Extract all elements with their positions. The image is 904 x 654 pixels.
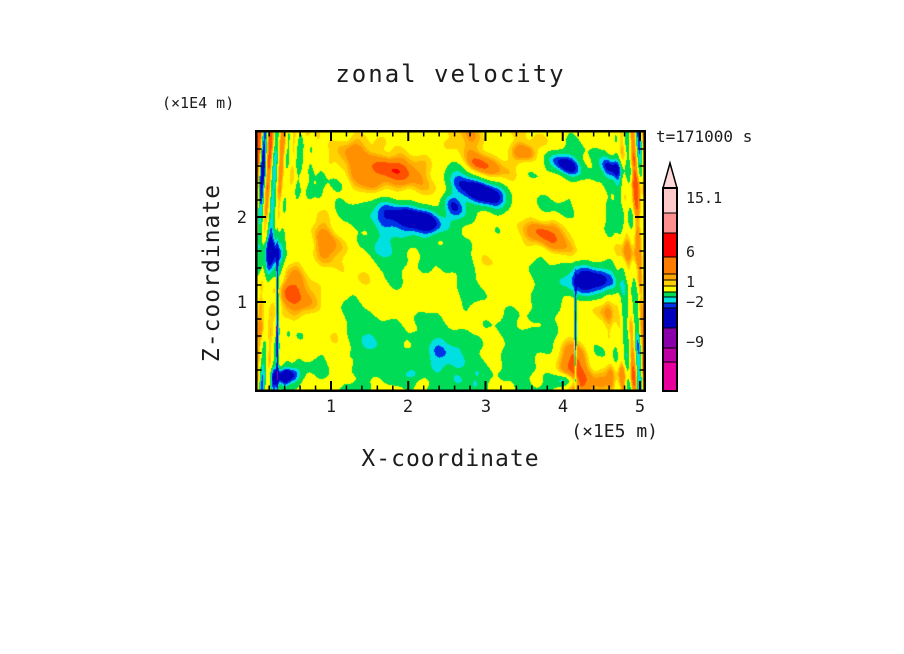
x-axis-unit-label: (×1E5 m) — [571, 421, 658, 442]
y-axis-unit-label: (×1E4 m) — [162, 94, 235, 112]
z-axis-title: Z-coordinate — [199, 183, 225, 363]
colorbar-label-max: 15.1 — [686, 189, 723, 207]
colorbar-label-neg9: −9 — [686, 333, 705, 351]
colorbar-label-6: 6 — [686, 243, 696, 261]
x-axis-title: X-coordinate — [361, 446, 540, 472]
y-tick-label-1: 1 — [236, 293, 247, 313]
contour-field — [255, 130, 646, 392]
x-tick-label-3: 3 — [480, 397, 492, 417]
chart-title: zonal velocity — [335, 60, 566, 88]
colorbar-label-1: 1 — [686, 273, 696, 291]
colorbar-label-neg2: −2 — [686, 293, 705, 311]
colorbar — [662, 160, 678, 392]
x-tick-label-1: 1 — [325, 397, 337, 417]
x-tick-label-4: 4 — [557, 397, 569, 417]
timestamp-label: t=171000 s — [656, 127, 753, 146]
x-tick-label-5: 5 — [634, 397, 646, 417]
y-tick-label-2: 2 — [236, 208, 247, 228]
x-tick-label-2: 2 — [402, 397, 414, 417]
